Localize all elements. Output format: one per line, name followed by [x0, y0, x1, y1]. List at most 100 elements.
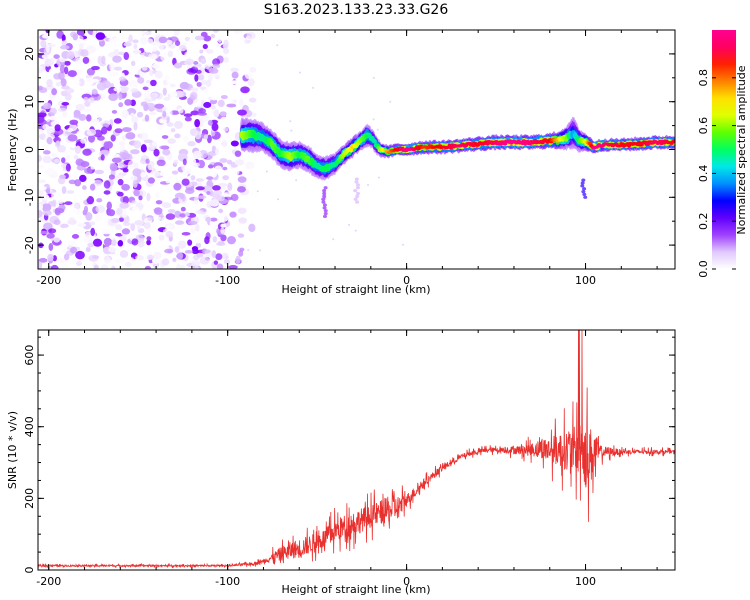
- noise-speckle: [59, 174, 66, 179]
- noise-speckle: [187, 141, 196, 147]
- noise-speckle: [127, 160, 134, 170]
- noise-speckle: [66, 190, 75, 194]
- noise-speckle: [141, 65, 148, 71]
- noise-speckle: [101, 228, 112, 235]
- ridge-spur: [580, 181, 585, 185]
- noise-speckle: [232, 99, 237, 104]
- noise-speckle: [41, 203, 52, 212]
- ridge-spur: [354, 177, 359, 181]
- noise-speckle: [170, 128, 176, 133]
- noise-speckle: [174, 40, 181, 46]
- noise-speckle: [40, 230, 48, 235]
- noise-speckle: [120, 152, 129, 161]
- noise-speckle: [49, 57, 55, 66]
- noise-speckle: [108, 174, 116, 180]
- noise-speckle: [176, 251, 184, 260]
- noise-speckle: [248, 97, 257, 103]
- noise-speckle: [70, 246, 77, 254]
- noise-speckle: [82, 209, 87, 216]
- noise-speckle: [93, 264, 99, 269]
- noise-speckle: [76, 260, 83, 267]
- noise-speckle: [161, 135, 169, 139]
- noise-speckle: [61, 85, 71, 90]
- noise-speckle: [246, 32, 256, 40]
- noise-speckle: [152, 46, 158, 53]
- noise-speckle: [111, 239, 117, 247]
- noise-speckle: [212, 63, 221, 69]
- noise-speckle: [156, 159, 166, 167]
- noise-speckle: [60, 263, 68, 268]
- noise-speckle: [140, 101, 148, 107]
- noise-speckle: [80, 161, 90, 168]
- noise-speckle: [172, 257, 177, 262]
- noise-speckle: [175, 220, 185, 225]
- noise-speckle: [159, 145, 169, 150]
- noise-speckle: [72, 33, 78, 41]
- noise-speckle: [197, 195, 207, 199]
- noise-speckle: [167, 50, 174, 58]
- noise-speckle: [85, 212, 93, 221]
- noise-speckle: [130, 88, 139, 93]
- noise-speckle: [53, 73, 62, 80]
- noise-speckle: [109, 62, 114, 71]
- noise-speckle: [106, 201, 112, 210]
- noise-speckle: [38, 209, 43, 218]
- noise-speckle: [230, 80, 240, 85]
- noise-speckle: [162, 87, 167, 96]
- noise-speckle: [114, 258, 124, 264]
- noise-speckle: [187, 239, 193, 246]
- snr-x-axis-label: Height of straight line (km): [281, 583, 430, 596]
- noise-speckle: [212, 58, 221, 66]
- noise-speckle: [191, 260, 201, 267]
- noise-speckle: [110, 134, 116, 142]
- noise-speckle: [89, 221, 96, 226]
- noise-speckle: [132, 168, 142, 177]
- noise-speckle: [45, 115, 51, 123]
- noise-speckle: [231, 71, 239, 79]
- noise-speckle: [180, 41, 188, 46]
- noise-speckle: [211, 250, 217, 258]
- noise-speckle: [95, 250, 102, 256]
- noise-speckle: [200, 58, 207, 64]
- noise-speckle: [43, 222, 53, 230]
- noise-speckle: [87, 97, 95, 104]
- ridge-spur: [322, 206, 327, 210]
- noise-speckle: [107, 209, 116, 217]
- y-tick-label: 400: [23, 416, 36, 437]
- noise-speckle: [212, 236, 218, 243]
- noise-speckle: [265, 170, 268, 173]
- noise-speckle: [51, 192, 56, 199]
- noise-speckle: [247, 249, 250, 252]
- noise-speckle: [143, 222, 151, 229]
- noise-speckle: [276, 44, 279, 47]
- noise-speckle: [75, 57, 83, 65]
- noise-speckle: [115, 174, 125, 179]
- noise-speckle: [103, 219, 110, 225]
- noise-speckle: [167, 208, 176, 214]
- noise-speckle: [199, 256, 210, 265]
- noise-speckle: [239, 247, 245, 252]
- noise-speckle: [230, 140, 239, 147]
- noise-speckle: [122, 127, 132, 133]
- noise-speckle: [53, 54, 60, 59]
- noise-speckle: [147, 216, 154, 221]
- noise-speckle: [103, 190, 111, 195]
- noise-speckle: [147, 177, 155, 184]
- noise-speckle: [226, 103, 237, 108]
- noise-speckle: [174, 246, 180, 253]
- noise-speckle: [194, 35, 205, 41]
- noise-speckle: [166, 122, 174, 127]
- ridge-cell: [387, 151, 392, 155]
- noise-speckle: [121, 135, 127, 141]
- noise-speckle: [159, 171, 164, 177]
- noise-speckle: [244, 72, 253, 80]
- noise-speckle: [150, 79, 157, 87]
- noise-speckle: [154, 103, 165, 109]
- noise-speckle: [42, 210, 52, 216]
- y-tick-label: 200: [23, 488, 36, 509]
- ridge-cell: [618, 144, 623, 148]
- noise-speckle: [42, 193, 49, 201]
- noise-speckle: [216, 43, 221, 48]
- noise-speckle: [194, 224, 200, 232]
- snr-series-line: [38, 330, 675, 569]
